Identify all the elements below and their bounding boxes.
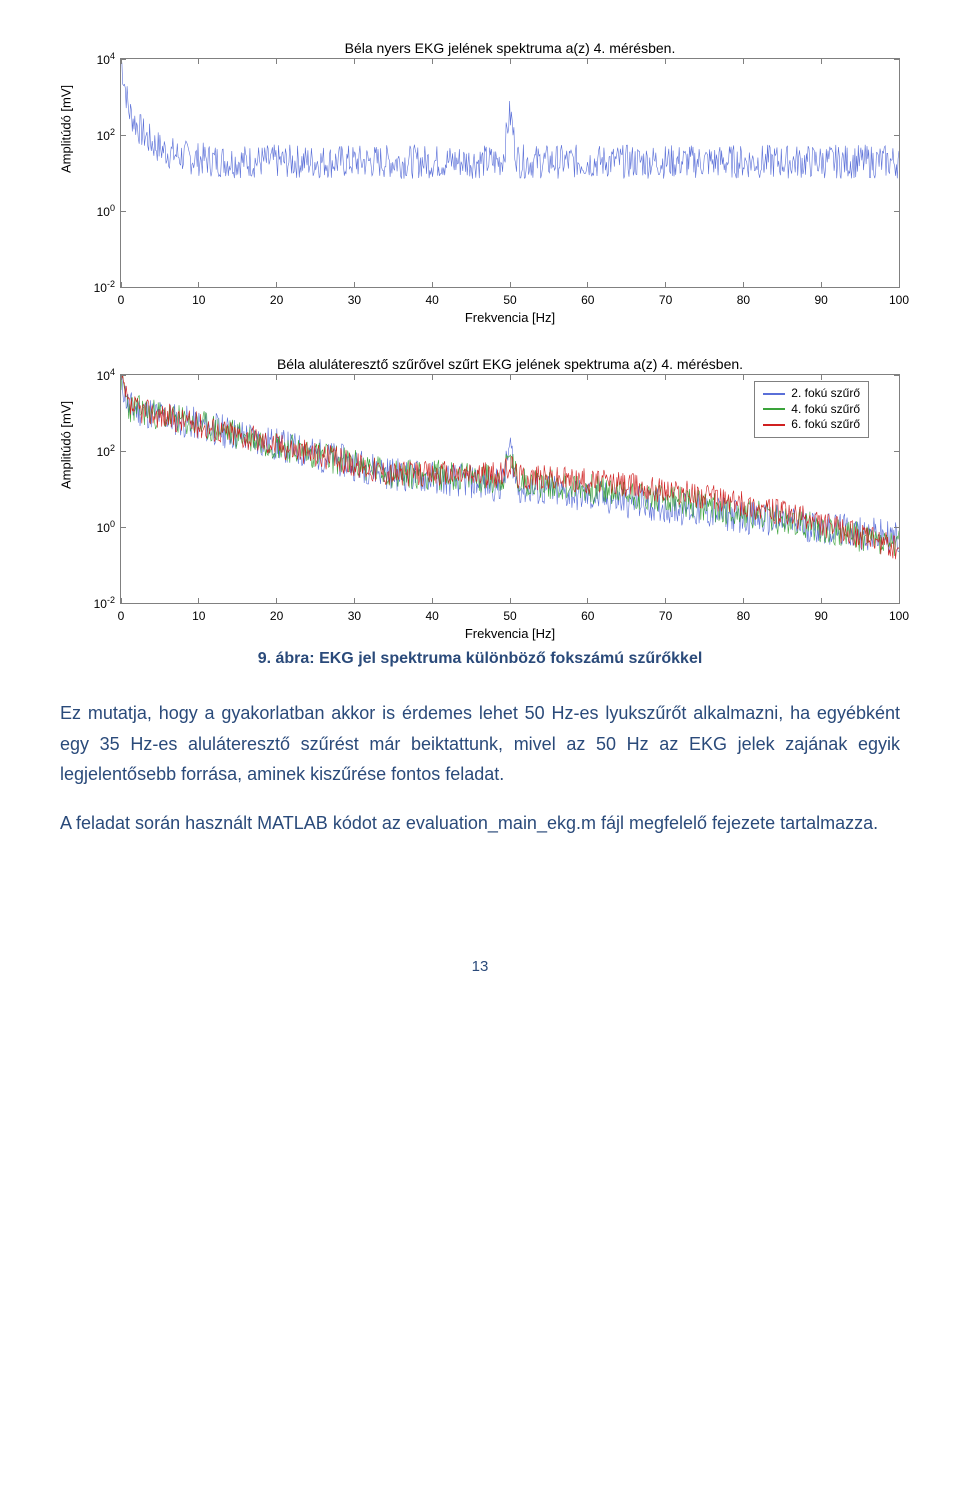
figure-caption: 9. ábra: EKG jel spektruma különböző fok… [60,650,900,668]
xtick-label: 10 [192,609,205,623]
xtick-label: 80 [737,293,750,307]
xtick-label: 0 [118,293,125,307]
chart2-legend: 2. fokú szűrő 4. fokú szűrő 6. fokú szűr… [754,381,869,438]
xtick-label: 70 [659,609,672,623]
legend-label: 6. fokú szűrő [791,417,860,433]
ytick-label: 10-2 [75,595,115,611]
ytick-label: 100 [75,519,115,535]
xtick-label: 100 [889,293,909,307]
legend-label: 2. fokú szűrő [791,386,860,402]
xtick-label: 60 [581,293,594,307]
legend-item: 2. fokú szűrő [763,386,860,402]
legend-label: 4. fokú szűrő [791,402,860,418]
legend-item: 6. fokú szűrő [763,417,860,433]
xtick-label: 40 [426,609,439,623]
legend-swatch [763,393,785,395]
xtick-label: 20 [270,609,283,623]
series-raw [121,59,899,178]
paragraph-2: A feladat során használt MATLAB kódot az… [60,808,900,839]
chart1-xlabel: Frekvencia [Hz] [465,310,555,325]
xtick-label: 40 [426,293,439,307]
xtick-label: 60 [581,609,594,623]
chart1-title: Béla nyers EKG jelének spektruma a(z) 4.… [120,40,900,56]
chart2-title: Béla aluláteresztő szűrővel szűrt EKG je… [120,356,900,372]
legend-item: 4. fokú szűrő [763,402,860,418]
ytick-label: 100 [75,203,115,219]
ytick-label: 10-2 [75,279,115,295]
legend-swatch [763,408,785,410]
chart1-ylabel: Amplitúdó [mV] [59,85,74,173]
xtick-label: 10 [192,293,205,307]
paragraph-1: Ez mutatja, hogy a gyakorlatban akkor is… [60,698,900,790]
ytick-label: 104 [75,367,115,383]
ytick-label: 102 [75,443,115,459]
chart2-plot-area: Amplitúdó [mV] Frekvencia [Hz] 2. fokú s… [120,374,900,604]
chart-raw-spectrum: Béla nyers EKG jelének spektruma a(z) 4.… [60,40,900,288]
ytick-label: 104 [75,51,115,67]
xtick-label: 0 [118,609,125,623]
chart2-ylabel: Amplitúdó [mV] [59,401,74,489]
xtick-label: 90 [815,293,828,307]
page-number: 13 [60,958,900,975]
xtick-label: 100 [889,609,909,623]
xtick-label: 20 [270,293,283,307]
chart-filtered-spectrum: Béla aluláteresztő szűrővel szűrt EKG je… [60,356,900,604]
ytick-label: 102 [75,127,115,143]
chart1-plot-area: Amplitúdó [mV] Frekvencia [Hz] 104102100… [120,58,900,288]
xtick-label: 50 [503,293,516,307]
xtick-label: 50 [503,609,516,623]
chart2-xlabel: Frekvencia [Hz] [465,626,555,641]
xtick-label: 90 [815,609,828,623]
xtick-label: 80 [737,609,750,623]
xtick-label: 30 [348,609,361,623]
xtick-label: 30 [348,293,361,307]
xtick-label: 70 [659,293,672,307]
legend-swatch [763,424,785,426]
